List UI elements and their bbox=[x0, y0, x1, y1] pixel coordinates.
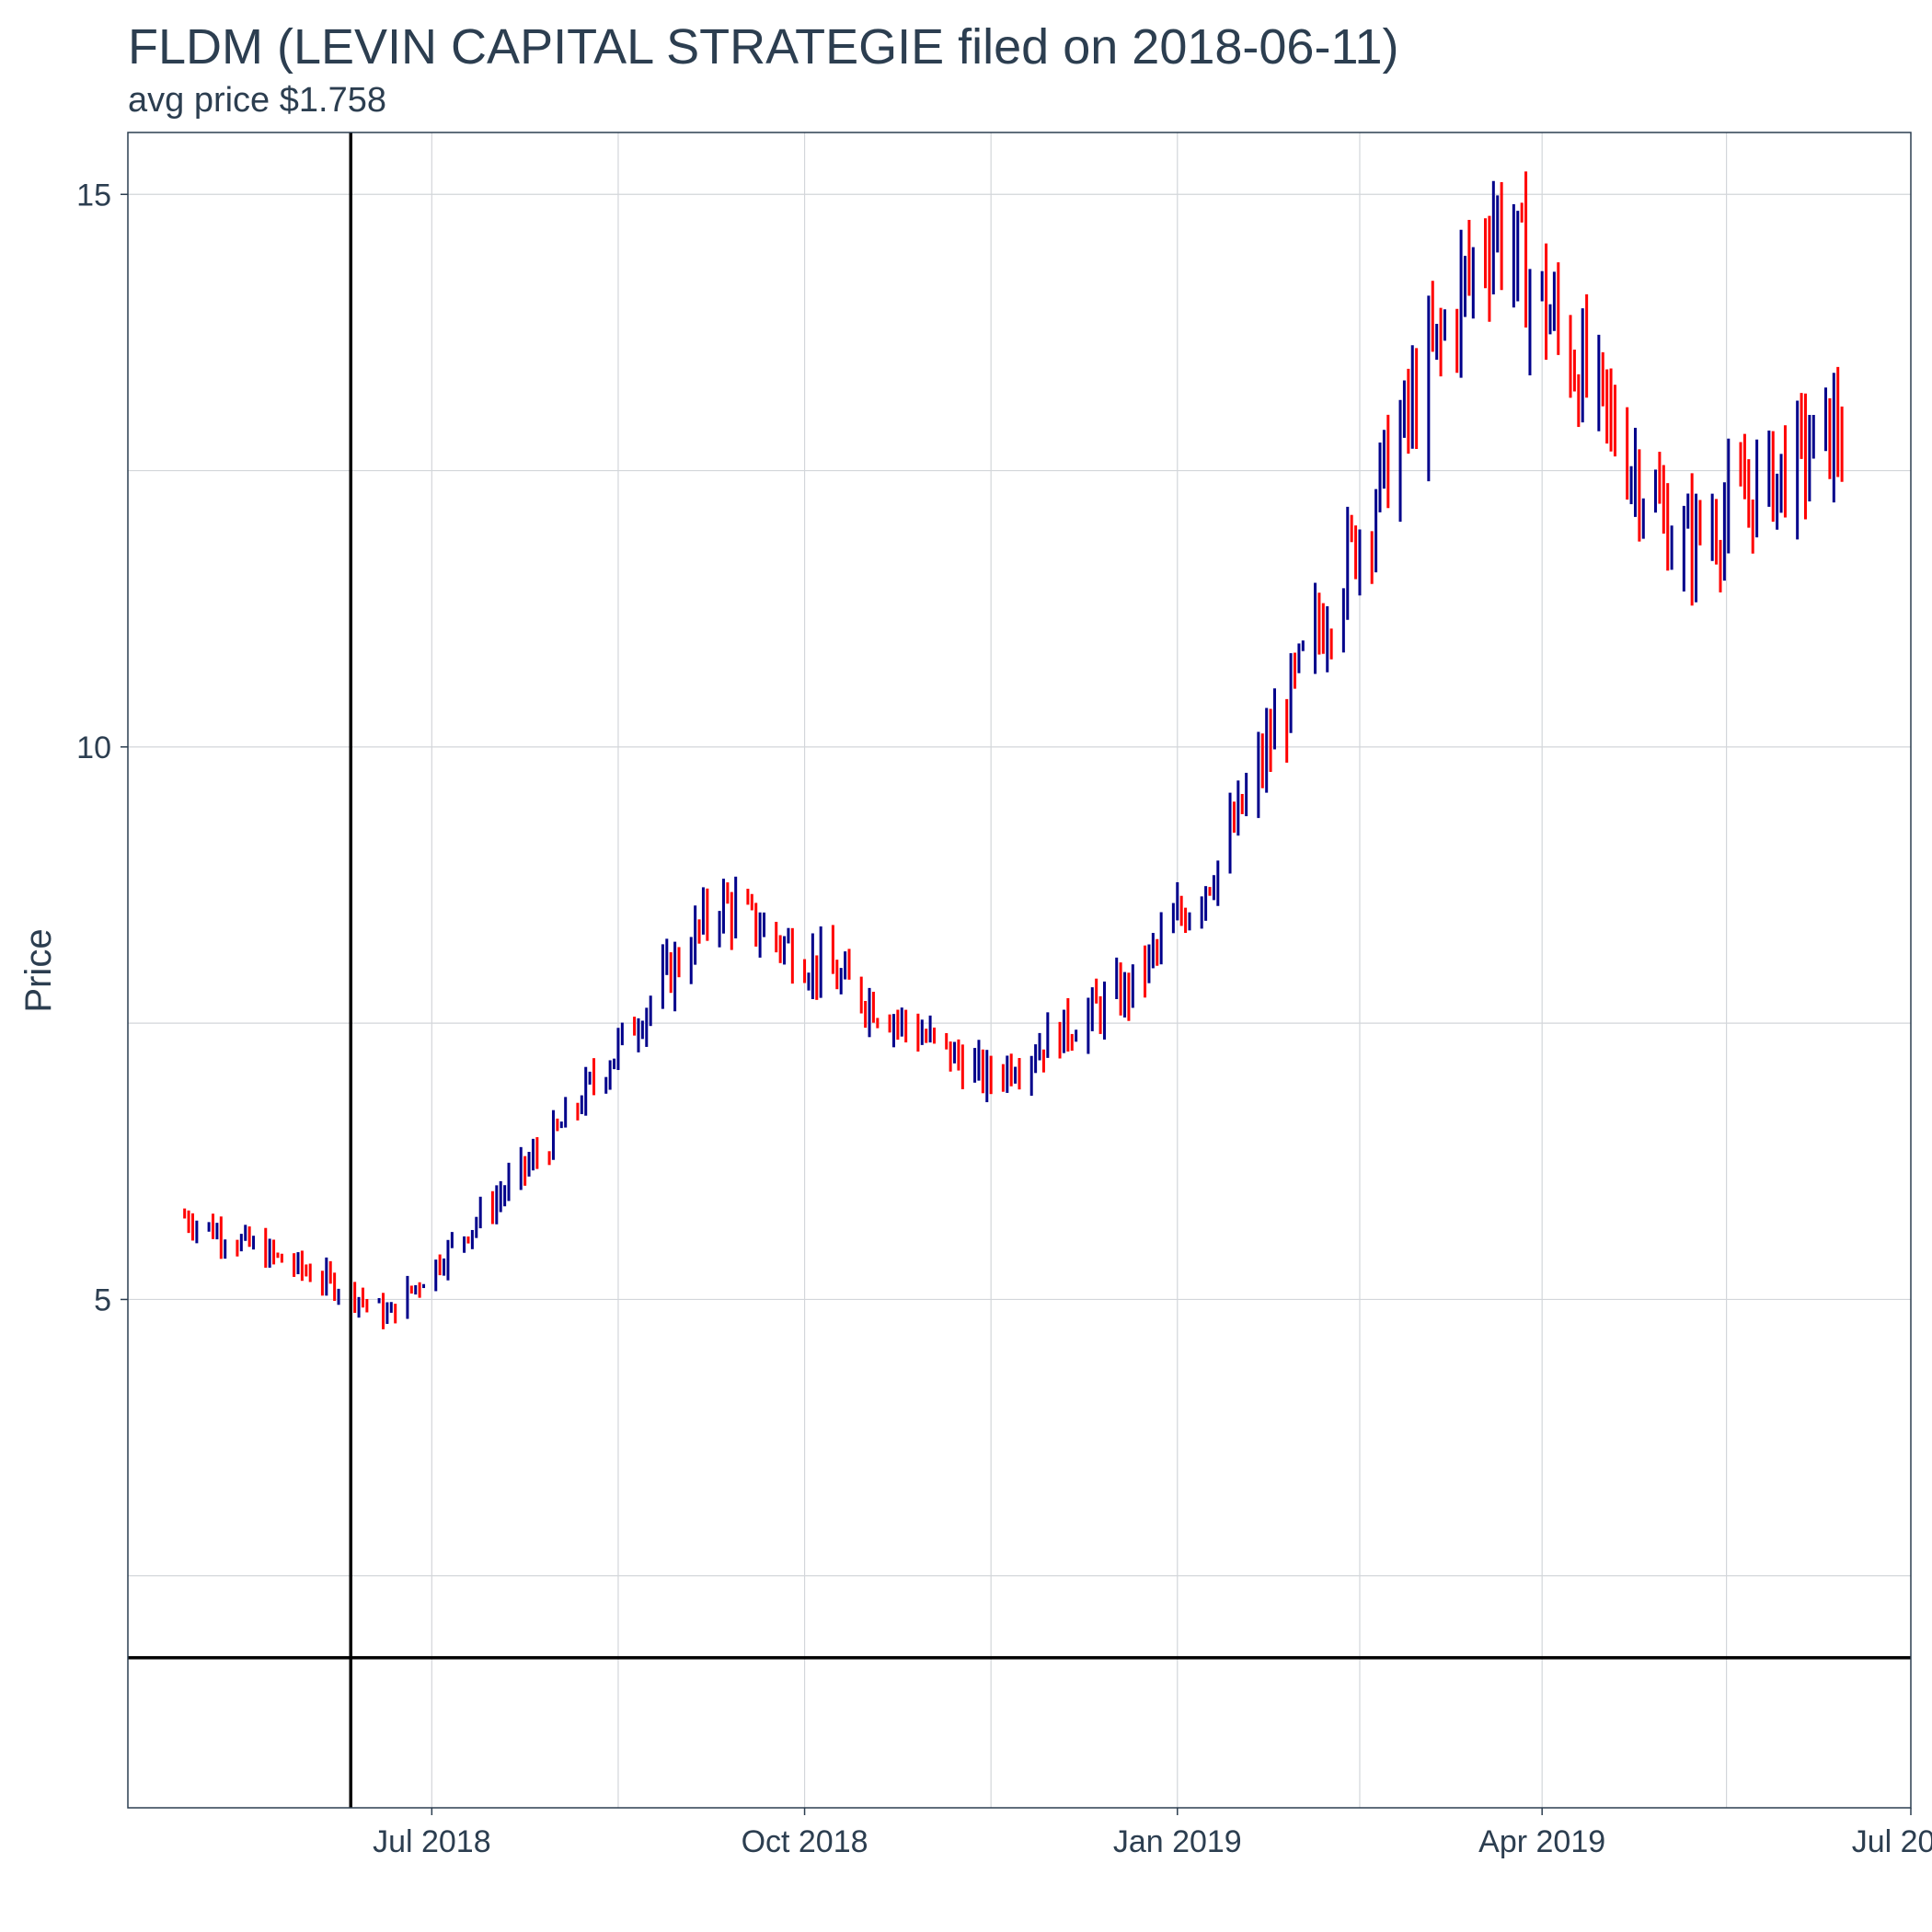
y-tick-label: 15 bbox=[76, 178, 111, 213]
chart-subtitle: avg price $1.758 bbox=[128, 81, 386, 120]
reference-lines bbox=[128, 132, 1911, 1808]
price-bars bbox=[183, 171, 1844, 1329]
x-axis-ticks: Jul 2018 Oct 2018 Jan 2019 Apr 2019 Jul 2019 bbox=[373, 1808, 1932, 1859]
y-tick-label: 10 bbox=[76, 730, 111, 765]
plot-panel-border bbox=[127, 132, 1912, 1809]
x-tick-label: Jul 2019 bbox=[1852, 1824, 1932, 1859]
grid-lines bbox=[128, 132, 1911, 1808]
x-tick-label: Jul 2018 bbox=[373, 1824, 491, 1859]
x-tick-label: Jan 2019 bbox=[1113, 1824, 1242, 1859]
y-axis-title: Price bbox=[18, 928, 59, 1012]
y-tick-label: 5 bbox=[94, 1282, 111, 1317]
chart-title: FLDM (LEVIN CAPITAL STRATEGIE filed on 2… bbox=[128, 19, 1399, 75]
x-tick-label: Oct 2018 bbox=[742, 1824, 868, 1859]
y-axis-ticks: 5 10 15 bbox=[76, 178, 128, 1317]
x-tick-label: Apr 2019 bbox=[1478, 1824, 1605, 1859]
